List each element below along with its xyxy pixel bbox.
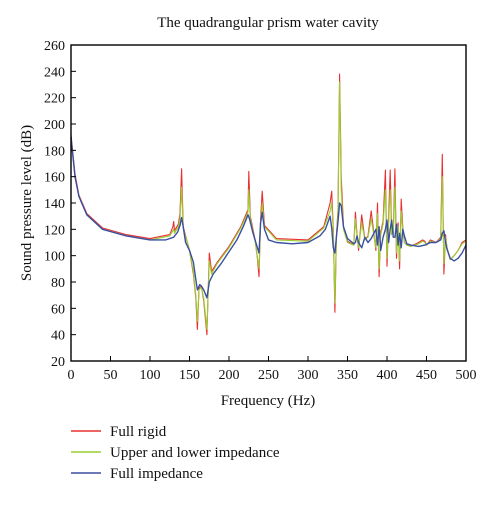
x-tick-label: 250 [258, 368, 279, 383]
x-tick-label: 200 [219, 368, 240, 383]
legend-label-upper-and-lower-impedance: Upper and lower impedance [110, 445, 280, 461]
y-tick-label: 40 [51, 329, 65, 344]
legend: Full rigid Upper and lower impedance Ful… [71, 424, 280, 482]
y-tick-label: 240 [44, 65, 65, 80]
x-axis-label: Frequency (Hz) [221, 393, 316, 409]
x-tick-label: 50 [104, 368, 118, 383]
y-axis-label: Sound pressure level (dB) [19, 125, 35, 281]
plot-frame [70, 44, 467, 362]
series-layer [70, 73, 467, 336]
y-tick-label: 180 [44, 144, 65, 159]
legend-label-full-rigid: Full rigid [110, 424, 167, 440]
y-tick-label: 220 [44, 92, 65, 107]
series-line-upper-and-lower-impedance [70, 81, 467, 330]
y-tick-label: 120 [44, 223, 65, 238]
x-tick-label: 0 [68, 368, 75, 383]
series-line-full-rigid [70, 73, 467, 336]
x-tick-label: 500 [456, 368, 477, 383]
x-tick-label: 300 [298, 368, 319, 383]
series-line-full-impedance [70, 137, 467, 299]
x-tick-label: 150 [179, 368, 200, 383]
legend-label-full-impedance: Full impedance [110, 466, 203, 482]
x-tick-label: 450 [416, 368, 437, 383]
plot-area: 0 50 100 150 200 250 300 350 400 450 500 20 40 60 80 10… [44, 39, 477, 383]
y-tick-label: 100 [44, 250, 65, 265]
ticks-layer: 0 50 100 150 200 250 300 350 400 450 500 20 40 60 80 10… [44, 39, 477, 383]
x-tick-label: 400 [377, 368, 398, 383]
y-tick-label: 80 [51, 276, 65, 291]
x-tick-label: 350 [337, 368, 358, 383]
y-tick-label: 200 [44, 118, 65, 133]
y-tick-label: 60 [51, 302, 65, 317]
chart-title: The quadrangular prism water cavity [157, 15, 379, 31]
y-tick-label: 20 [51, 355, 65, 370]
x-tick-label: 100 [140, 368, 161, 383]
y-tick-label: 140 [44, 197, 65, 212]
y-tick-label: 260 [44, 39, 65, 54]
y-tick-label: 160 [44, 171, 65, 186]
